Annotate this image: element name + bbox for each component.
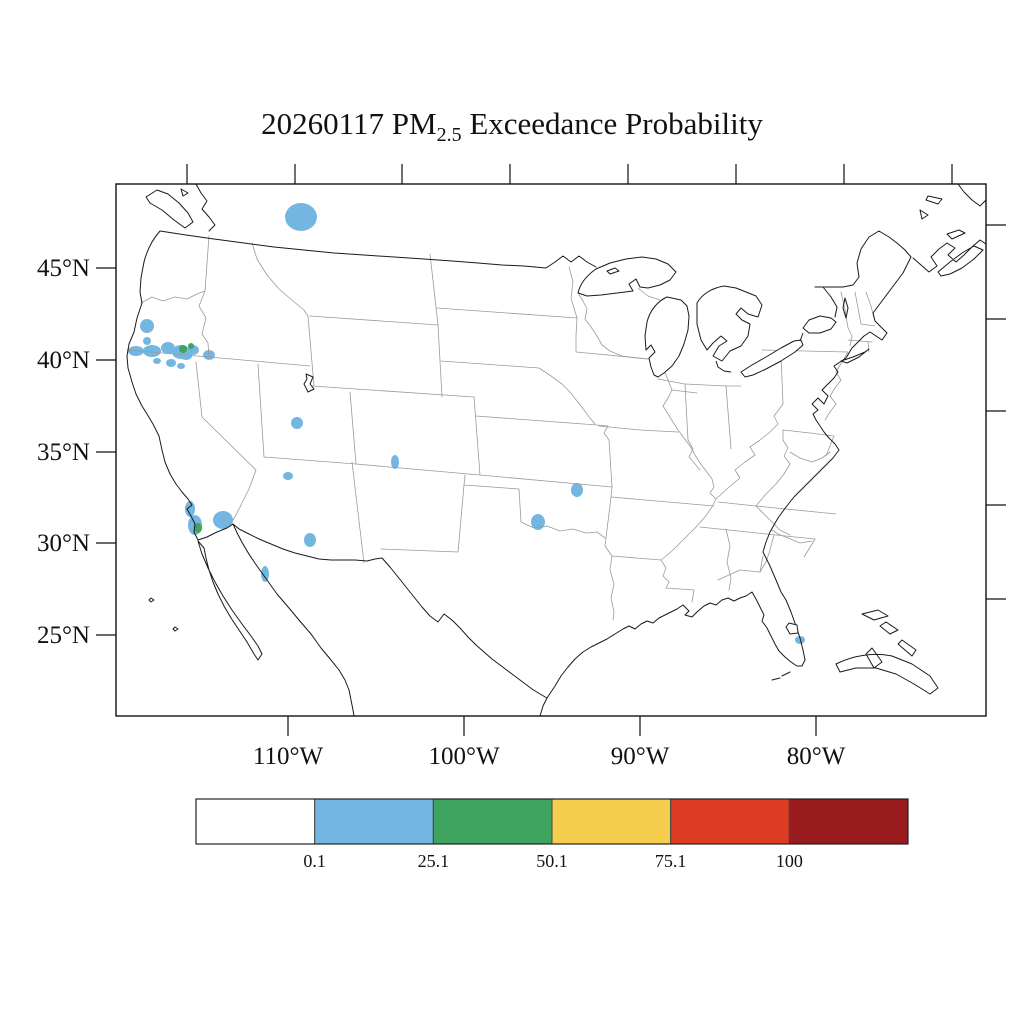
- colorbar-cell-2: [432, 798, 553, 845]
- lat-tick-label: 30°N: [37, 530, 90, 557]
- lat-tick-label: 35°N: [37, 439, 90, 466]
- exceedance-region-san-diego-area: [194, 523, 202, 533]
- colorbar-cell-4: [670, 798, 790, 845]
- lon-tick-label: 80°W: [787, 743, 846, 770]
- bahamas: [861, 609, 917, 669]
- colorbar-label: 25.1: [418, 851, 450, 871]
- colorbar-cell-1: [314, 798, 434, 845]
- exceedance-region-northern-utah: [291, 417, 303, 429]
- exceedance-regions: [128, 203, 805, 644]
- title-suffix: Exceedance Probability: [461, 106, 763, 141]
- lon-tick-label: 100°W: [428, 743, 499, 770]
- axis-labels: 45°N 40°N 35°N 30°N 25°N 110°W 100°W 90°W 80°W: [37, 255, 846, 770]
- great-salt-lake: [303, 373, 315, 393]
- lat-tick-label: 40°N: [37, 347, 90, 374]
- cuba: [835, 653, 939, 695]
- title-subscript: 2.5: [436, 124, 462, 147]
- exceedance-region-norcal-inland-dot-2: [166, 359, 176, 367]
- colorbar-outline: [195, 798, 909, 845]
- exceedance-region-norcal-inland-dot-1: [153, 358, 161, 364]
- colorbar-label: 100: [776, 851, 803, 871]
- lon-tick-label: 110°W: [253, 743, 324, 770]
- baja-california: [197, 540, 263, 661]
- exceedance-region-central-arizona: [283, 472, 293, 480]
- exceedance-region-ca-or-border-inland: [179, 345, 187, 353]
- lake-ontario: [802, 315, 837, 334]
- axis-ticks: [96, 164, 1006, 736]
- plot-title: 20260117 PM2.5 Exceedance Probability: [0, 106, 1024, 147]
- florida-keys: [771, 671, 791, 681]
- lake-huron: [696, 285, 763, 362]
- great-lakes: [577, 256, 837, 635]
- exceedance-region-ca-az-border-yuma: [213, 511, 233, 529]
- isle-royale: [606, 267, 620, 275]
- map-border: [115, 183, 987, 717]
- lat-tick-label: 25°N: [37, 622, 90, 649]
- lon-tick-label: 90°W: [611, 743, 670, 770]
- colorbar-cell-3: [551, 798, 672, 845]
- colorbar-cell-5: [788, 798, 909, 845]
- exceedance-region-southwest-oregon: [140, 319, 154, 333]
- coastlines: [126, 183, 987, 717]
- colorbar-cell-0: [195, 798, 316, 845]
- map-frame: [115, 183, 987, 717]
- exceedance-region-ca-or-nv-junction: [180, 352, 192, 360]
- exceedance-region-norcal-inland-dot-3: [177, 363, 185, 369]
- exceedance-region-sonora-mexico: [261, 566, 269, 582]
- colorbar-label: 50.1: [536, 851, 568, 871]
- exceedance-region-norcal-coast-north: [143, 337, 151, 345]
- state-borders: [126, 235, 876, 621]
- canada-border: [159, 230, 597, 269]
- lake-superior: [577, 256, 677, 297]
- exceedance-region-ca-or-border: [161, 342, 175, 354]
- exceedance-region-central-arkansas: [571, 483, 583, 497]
- lat-tick-label: 45°N: [37, 255, 90, 282]
- exceedance-region-norcal-coast: [143, 345, 161, 357]
- detroit-river: [715, 360, 732, 373]
- mexico-west-coast: [232, 523, 355, 717]
- exceedance-region-southwest-colorado: [391, 455, 399, 469]
- lake-michigan: [644, 296, 690, 378]
- lake-erie: [740, 339, 804, 378]
- mexico-gulf-coast: [539, 697, 548, 717]
- title-prefix: 20260117 PM: [261, 106, 437, 141]
- lake-champlain: [842, 297, 849, 319]
- niagara-river: [799, 332, 804, 342]
- colorbar-label: 75.1: [655, 851, 687, 871]
- colorbar-legend: 0.1 25.1 50.1 75.1 100: [195, 798, 909, 871]
- conus-outline: [126, 230, 912, 699]
- bc-coast: [180, 183, 216, 232]
- exceedance-region-central-oklahoma: [531, 514, 545, 530]
- exceedance-region-southern-az-nm-border: [304, 533, 316, 547]
- nova-scotia-newbrunswick: [912, 183, 987, 277]
- exceedance-region-canada-north-of-montana: [285, 203, 317, 231]
- exceedance-region-ca-or-border-inland-east: [188, 343, 194, 349]
- lake-okeechobee: [785, 622, 799, 635]
- vancouver-island: [145, 189, 194, 229]
- long-island: [840, 348, 870, 364]
- baja-islands: [148, 597, 179, 632]
- colorbar-label: 0.1: [303, 851, 326, 871]
